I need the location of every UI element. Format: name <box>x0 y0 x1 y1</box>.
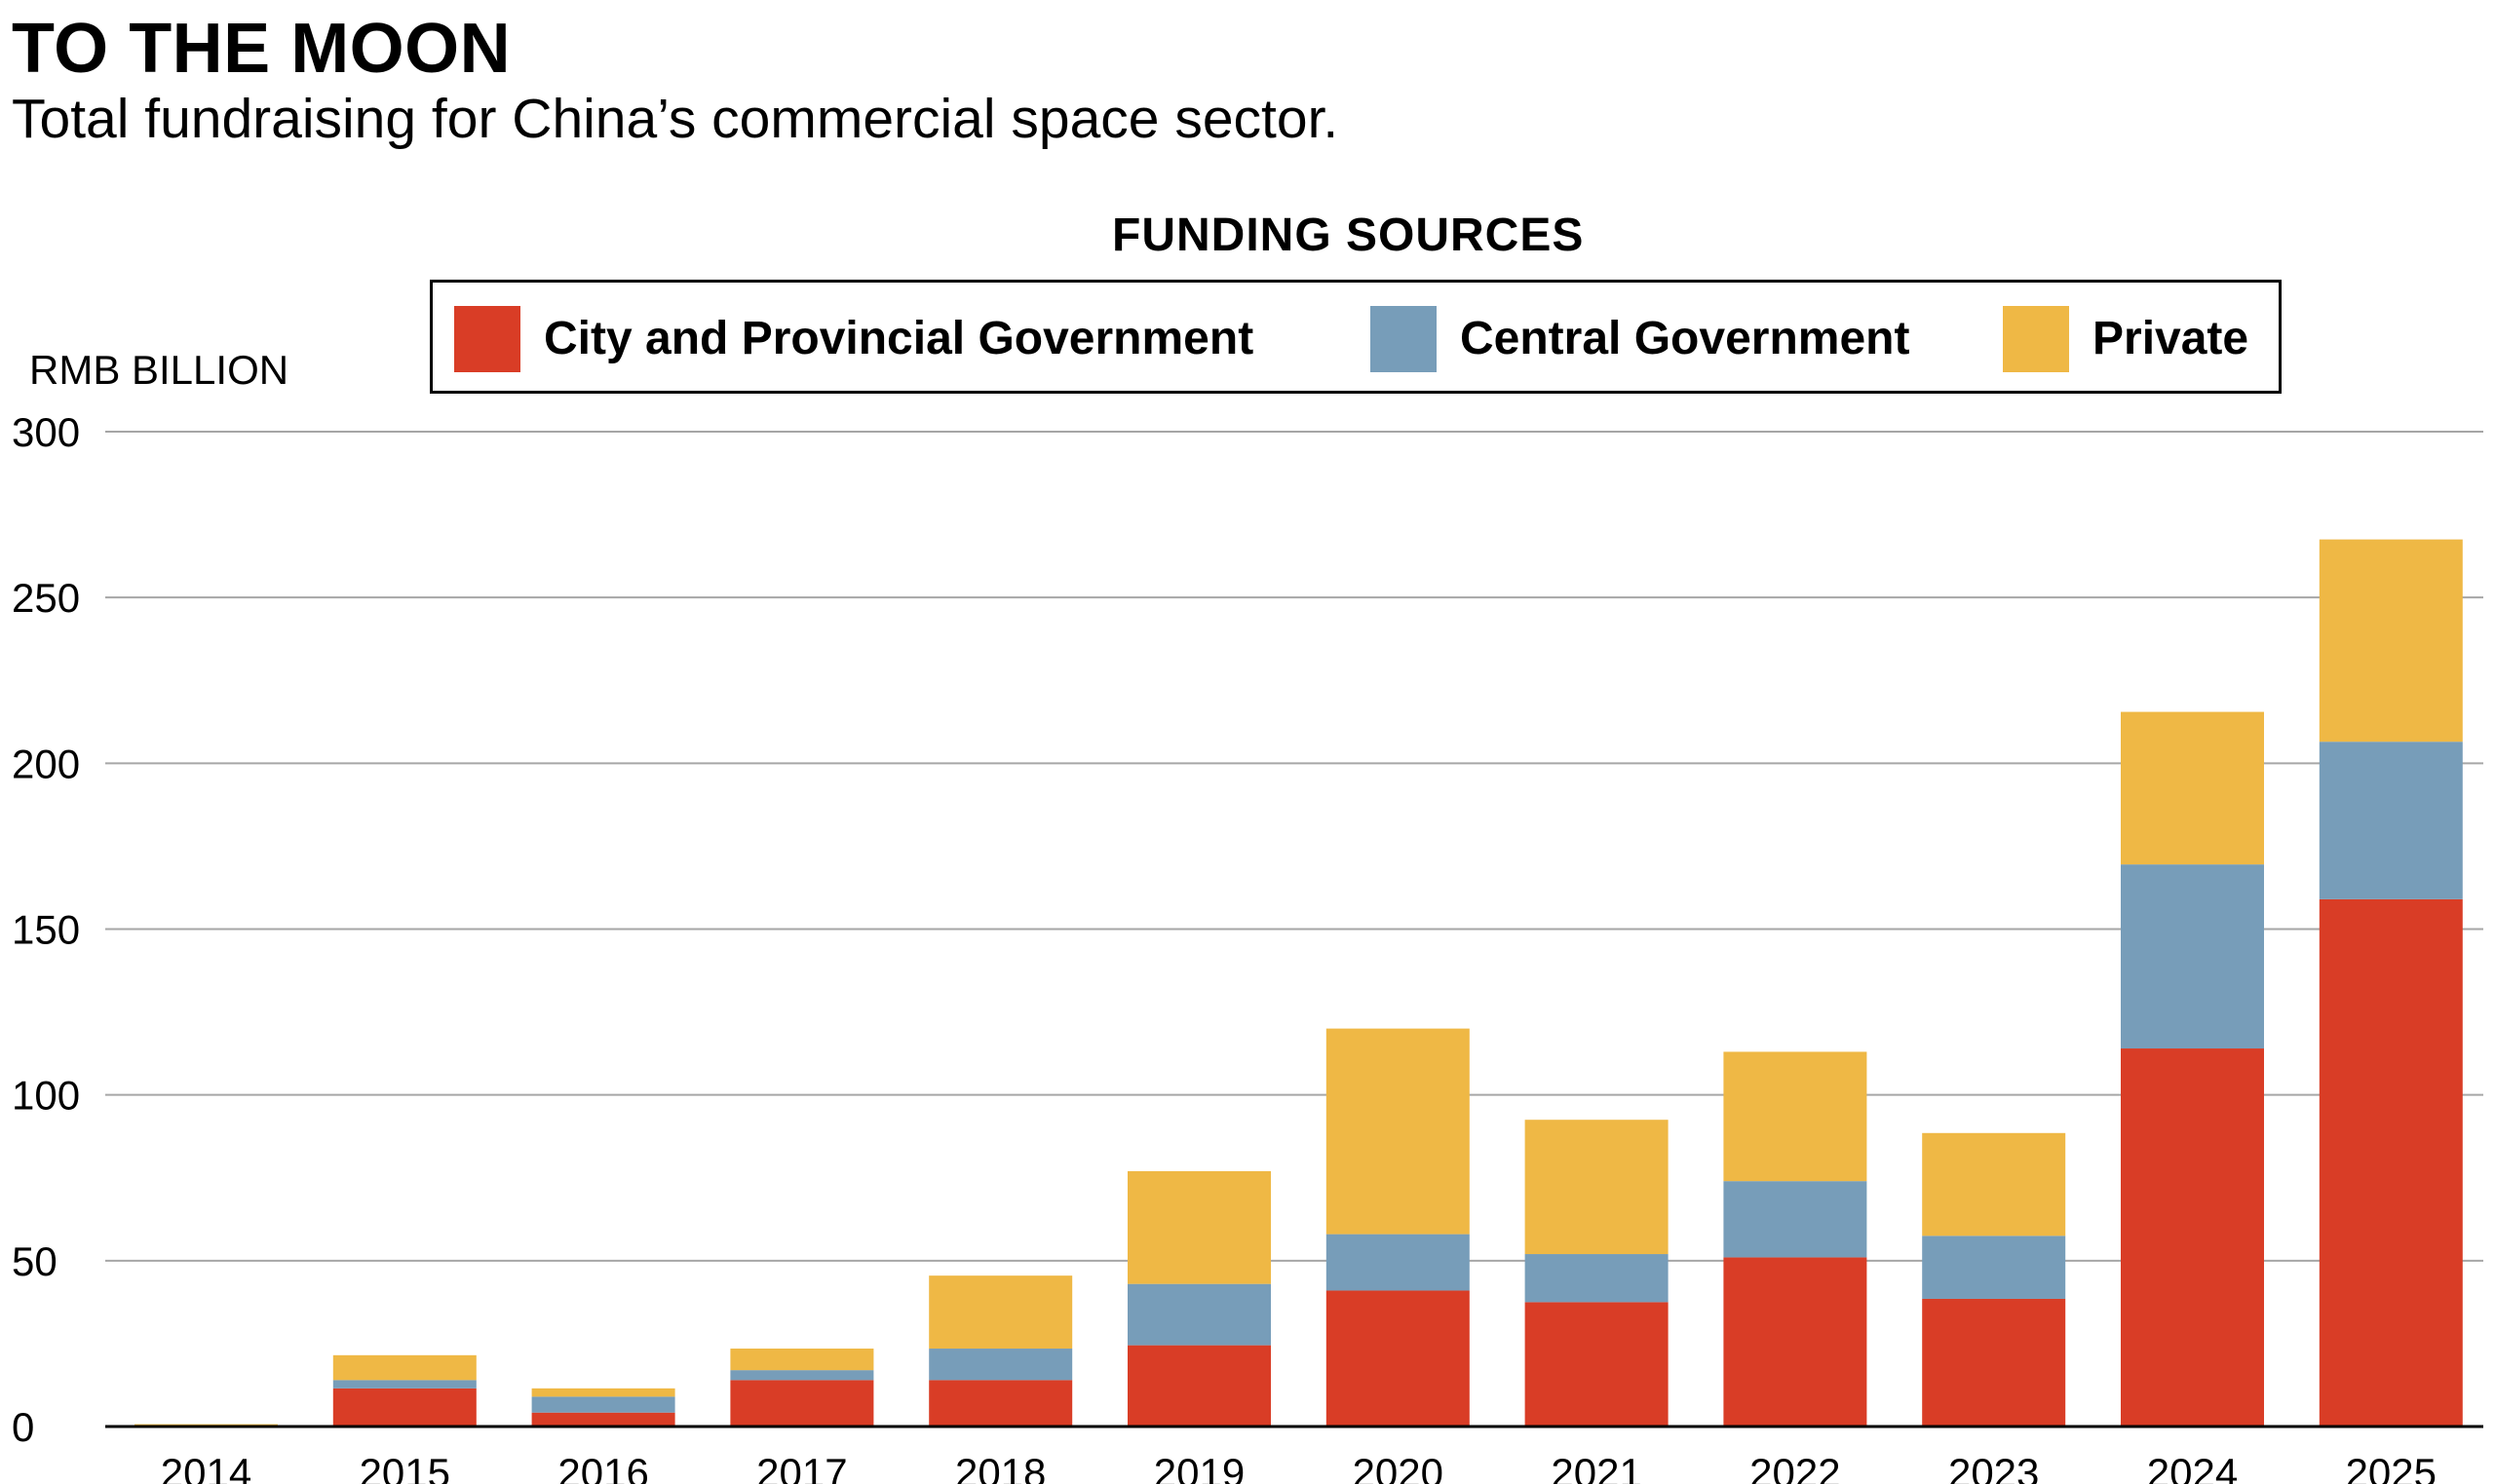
bar-2018-private <box>929 1275 1073 1350</box>
x-tick-label-2018: 2018 <box>955 1450 1046 1484</box>
bar-2021-private <box>1524 1120 1669 1255</box>
bar-2018-city-and-provincial-government <box>929 1380 1073 1427</box>
bar-2022-city-and-provincial-government <box>1723 1257 1867 1427</box>
y-tick-label-0: 0 <box>12 1404 34 1450</box>
legend-label-central: Central Government <box>1460 313 1910 364</box>
x-tick-label-2025: 2025 <box>2346 1450 2437 1484</box>
legend-title: FUNDING SOURCES <box>1112 209 1585 261</box>
y-axis-unit-label: RMB BILLION <box>29 347 289 393</box>
bar-2015-private <box>332 1354 477 1381</box>
legend-swatch-central <box>1370 306 1437 372</box>
y-tick-label-100: 100 <box>12 1073 80 1119</box>
bar-2024-city-and-provincial-government <box>2121 1048 2264 1427</box>
x-tick-label-2016: 2016 <box>557 1450 648 1484</box>
bar-2025-central-government <box>2319 742 2463 899</box>
bar-2024-central-government <box>2121 864 2264 1049</box>
bar-2019-central-government <box>1128 1283 1271 1346</box>
bar-2019-private <box>1128 1170 1271 1284</box>
bar-2020-private <box>1325 1028 1470 1235</box>
bar-2014-private <box>134 1424 278 1426</box>
bar-2016-central-government <box>531 1396 675 1413</box>
x-tick-label-2017: 2017 <box>756 1450 847 1484</box>
bar-2015-city-and-provincial-government <box>332 1388 477 1427</box>
bar-2024-private <box>2121 711 2264 865</box>
gridlines <box>105 431 2483 1262</box>
legend-label-private: Private <box>2092 313 2249 364</box>
chart-subtitle: Total fundraising for China’s commercial… <box>12 88 1339 150</box>
bar-2020-city-and-provincial-government <box>1325 1290 1470 1427</box>
x-tick-label-2020: 2020 <box>1353 1450 1443 1484</box>
y-tick-label-250: 250 <box>12 575 80 621</box>
bar-2017-private <box>730 1349 874 1371</box>
x-tick-label-2021: 2021 <box>1551 1450 1641 1484</box>
bar-2017-central-government <box>730 1370 874 1381</box>
legend-item-central: Central Government <box>1370 306 1909 372</box>
bar-2025-city-and-provincial-government <box>2319 898 2463 1427</box>
bar-2016-private <box>531 1388 675 1397</box>
bar-2018-central-government <box>929 1349 1073 1381</box>
bar-2021-city-and-provincial-government <box>1524 1302 1669 1427</box>
bar-2023-private <box>1922 1132 2066 1237</box>
bar-2023-city-and-provincial-government <box>1922 1298 2066 1427</box>
bar-2022-central-government <box>1723 1181 1867 1258</box>
bars <box>134 539 2463 1427</box>
bar-2021-central-government <box>1524 1254 1669 1303</box>
x-tick-label-2022: 2022 <box>1749 1450 1840 1484</box>
bar-2025-private <box>2319 539 2463 742</box>
x-tick-label-2019: 2019 <box>1154 1450 1245 1484</box>
bar-2015-central-government <box>332 1380 477 1389</box>
bar-2017-city-and-provincial-government <box>730 1380 874 1427</box>
legend-item-city-provincial: City and Provincial Government <box>454 306 1253 372</box>
bar-2022-private <box>1723 1051 1867 1182</box>
chart-title: TO THE MOON <box>12 10 512 88</box>
x-tick-label-2015: 2015 <box>360 1450 450 1484</box>
bar-2023-central-government <box>1922 1236 2066 1299</box>
legend: City and Provincial Government Central G… <box>430 280 2282 394</box>
bar-2016-city-and-provincial-government <box>531 1412 675 1427</box>
y-tick-label-300: 300 <box>12 409 80 455</box>
y-tick-label-50: 50 <box>12 1238 58 1284</box>
bar-2019-city-and-provincial-government <box>1128 1345 1271 1427</box>
bar-2020-central-government <box>1325 1234 1470 1291</box>
x-tick-label-2024: 2024 <box>2147 1450 2238 1484</box>
x-tick-label-2014: 2014 <box>161 1450 251 1484</box>
legend-swatch-private <box>2003 306 2069 372</box>
y-axis-ticks: 0 50 100 150 200 250 300 <box>12 409 80 1450</box>
legend-label-city-provincial: City and Provincial Government <box>544 313 1254 364</box>
legend-item-private: Private <box>2003 306 2248 372</box>
x-tick-label-2023: 2023 <box>1948 1450 2039 1484</box>
x-axis-ticks: 2014 2015 2016 2017 2018 2019 2020 2021 2022 2023… <box>161 1450 2437 1484</box>
y-tick-label-200: 200 <box>12 741 80 786</box>
y-tick-label-150: 150 <box>12 907 80 953</box>
legend-swatch-city-provincial <box>454 306 520 372</box>
